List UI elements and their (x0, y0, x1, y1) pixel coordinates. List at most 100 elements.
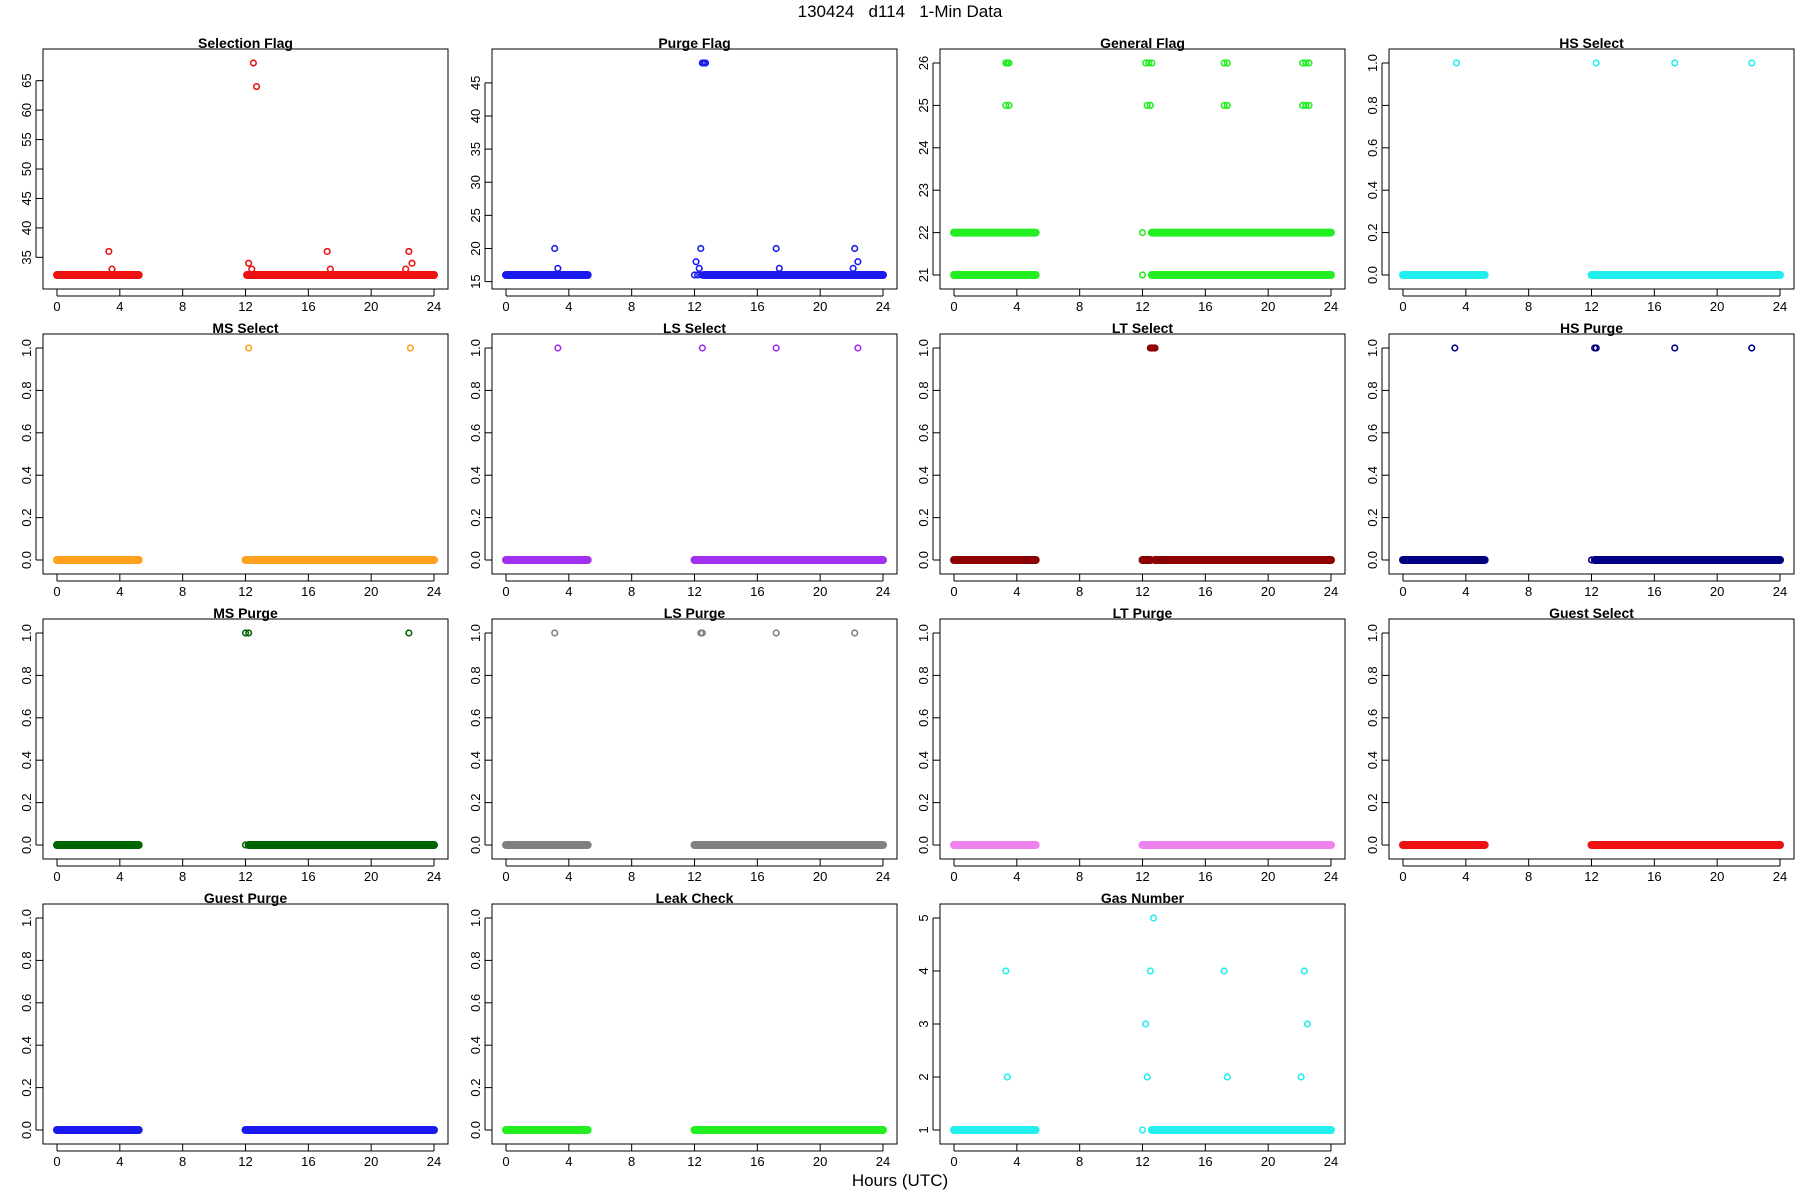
x-tick-label: 24 (1324, 584, 1338, 599)
data-point (1587, 556, 1596, 564)
data-point (1151, 344, 1159, 352)
x-tick-label: 20 (1261, 584, 1275, 599)
plot-frame (491, 618, 898, 860)
y-tick-label: 0.2 (916, 509, 931, 527)
y-tick-label: 0.0 (19, 551, 34, 569)
data-point (1149, 914, 1158, 922)
x-tick-label: 20 (364, 869, 378, 884)
y-tick-label: 23 (916, 183, 931, 197)
x-tick-label: 0 (950, 584, 957, 599)
x-tick-label: 24 (427, 299, 441, 314)
x-tick-label: 16 (1198, 869, 1212, 884)
subplot-10: LS Purge 0 4 8 12 16 20 24 0.0 0.2 0.4 0.6 0.8 1.0 (468, 605, 898, 884)
y-tick-label: 26 (916, 56, 931, 70)
data-point (408, 259, 416, 267)
subplot-13: Guest Purge 0 4 8 12 16 20 24 0.0 0.2 0.4 0.6 0.8 1.0 (19, 890, 449, 1169)
data-point (1220, 101, 1228, 109)
y-tick-label: 21 (916, 268, 931, 282)
y-tick-label: 1.0 (19, 909, 34, 927)
x-tick-label: 0 (502, 1154, 509, 1169)
data-point (772, 344, 780, 352)
subplot-6: LS Select 0 4 8 12 16 20 24 0.0 0.2 0.4 0.6 0.8 1.0 (468, 320, 898, 599)
data-point (108, 265, 116, 273)
x-tick-label: 4 (565, 1154, 572, 1169)
y-tick-label: 1.0 (1365, 624, 1380, 642)
y-tick-label: 20 (468, 241, 483, 255)
data-point (1223, 59, 1231, 67)
data-point (698, 629, 706, 637)
y-tick-label: 0.8 (468, 951, 483, 969)
data-point (405, 629, 413, 637)
y-tick-label: 25 (468, 208, 483, 222)
y-tick-label: 1 (916, 1126, 931, 1133)
subplot-2: Purge Flag 0 4 8 12 16 20 24 15 20 25 30 35 40 45 (468, 35, 898, 314)
subplot-title: Guest Purge (204, 890, 287, 906)
y-tick-label: 45 (468, 76, 483, 90)
x-tick-label: 8 (179, 299, 186, 314)
x-tick-label: 20 (364, 299, 378, 314)
x-tick-label: 12 (1584, 299, 1598, 314)
data-point (1146, 967, 1154, 975)
y-tick-label: 0.4 (19, 751, 34, 769)
data-point (851, 244, 859, 253)
y-tick-label: 0.6 (916, 424, 931, 442)
y-tick-label: 0.0 (916, 836, 931, 854)
x-tick-label: 8 (1525, 869, 1532, 884)
data-point (551, 244, 559, 253)
y-tick-label: 0.4 (916, 466, 931, 484)
x-tick-label: 8 (179, 584, 186, 599)
data-point (1592, 344, 1600, 352)
data-point (551, 629, 559, 637)
plot-frame (939, 618, 1346, 860)
y-tick-label: 1.0 (468, 909, 483, 927)
x-tick-label: 4 (116, 869, 123, 884)
y-tick-label: 0.4 (1365, 751, 1380, 769)
data-point (402, 265, 410, 273)
y-tick-label: 65 (19, 73, 34, 87)
y-tick-label: 0.8 (19, 951, 34, 969)
x-tick-label: 0 (502, 299, 509, 314)
x-tick-label: 0 (53, 584, 60, 599)
data-point (1002, 101, 1010, 109)
x-tick-label: 24 (1324, 1154, 1338, 1169)
y-tick-label: 0.6 (1365, 424, 1380, 442)
x-tick-label: 12 (1584, 584, 1598, 599)
x-tick-label: 16 (301, 584, 315, 599)
x-tick-label: 8 (1525, 584, 1532, 599)
x-tick-label: 24 (427, 869, 441, 884)
x-tick-label: 4 (116, 299, 123, 314)
data-point (326, 265, 334, 273)
data-point (245, 259, 253, 267)
subplot-title: Leak Check (656, 890, 734, 906)
data-point (1300, 967, 1308, 975)
data-point (772, 244, 780, 253)
data-point (851, 629, 859, 637)
data-point (1003, 1073, 1012, 1081)
y-tick-label: 0.4 (468, 466, 483, 484)
y-tick-label: 2 (916, 1073, 931, 1080)
data-point (105, 247, 113, 256)
y-tick-label: 4 (916, 967, 931, 974)
data-point (241, 629, 250, 637)
subplot-3: General Flag 0 4 8 12 16 20 24 21 22 23 24 25 26 (916, 35, 1346, 314)
y-tick-label: 1.0 (1365, 339, 1380, 357)
y-tick-label: 0.6 (468, 709, 483, 727)
y-tick-label: 3 (916, 1020, 931, 1027)
x-tick-label: 20 (364, 1154, 378, 1169)
plot-frame (42, 903, 449, 1145)
subplot-title: Gas Number (1101, 890, 1185, 906)
data-point (241, 841, 250, 849)
x-tick-label: 8 (1076, 584, 1083, 599)
data-point (1748, 344, 1756, 352)
y-tick-label: 0.4 (468, 1036, 483, 1054)
y-tick-label: 60 (19, 103, 34, 117)
y-tick-label: 0.2 (1365, 224, 1380, 242)
y-tick-label: 0.2 (1365, 794, 1380, 812)
data-point (690, 271, 699, 279)
y-tick-label: 0.0 (468, 551, 483, 569)
plot-frame (1388, 618, 1795, 860)
y-tick-label: 40 (19, 221, 34, 235)
data-point (701, 59, 710, 67)
x-tick-label: 12 (238, 1154, 252, 1169)
